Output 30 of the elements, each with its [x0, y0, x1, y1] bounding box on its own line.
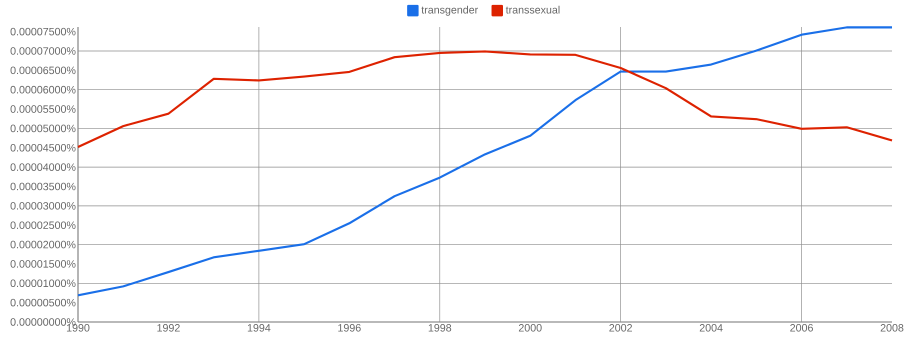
y-tick-label: 0.00005000% [10, 124, 76, 132]
y-tick-label: 0.00005500% [10, 105, 76, 113]
y-tick-label: 0.00000000% [10, 318, 76, 326]
x-tick-label: 1996 [338, 324, 361, 332]
x-tick-label: 1994 [248, 324, 270, 332]
x-tick-label: 2004 [700, 324, 723, 332]
y-tick-label: 0.00000500% [10, 298, 76, 306]
x-tick-label: 1992 [157, 324, 180, 332]
line-series [76, 50, 894, 148]
legend-label: transgender [421, 6, 478, 16]
legend-label: transsexual [506, 6, 560, 14]
x-tick-label: 1990 [66, 324, 90, 332]
y-tick-label: 0.00003000% [10, 202, 76, 210]
y-tick-label: 0.00004000% [10, 163, 76, 171]
x-tick-label: 2002 [609, 324, 632, 332]
x-tick-label: 2008 [880, 324, 904, 332]
y-tick-label: 0.00001500% [10, 260, 76, 268]
y-tick-label: 0.00002000% [10, 240, 76, 248]
y-tick-label: 0.00003500% [10, 182, 76, 190]
x-tick-label: 2000 [518, 324, 542, 332]
y-tick-label: 0.00007500% [10, 28, 76, 36]
y-tick-label: 0.00004500% [10, 144, 76, 152]
y-tick-label: 0.00006000% [10, 86, 76, 94]
y-tick-label: 0.00001000% [10, 280, 76, 288]
line-series [76, 26, 894, 296]
y-tick-label: 0.00006500% [10, 66, 76, 74]
y-tick-label: 0.00002500% [10, 221, 76, 229]
y-tick-label: 0.00007000% [10, 47, 76, 55]
x-tick-label: 2006 [790, 324, 813, 332]
x-tick-label: 1998 [428, 324, 452, 332]
